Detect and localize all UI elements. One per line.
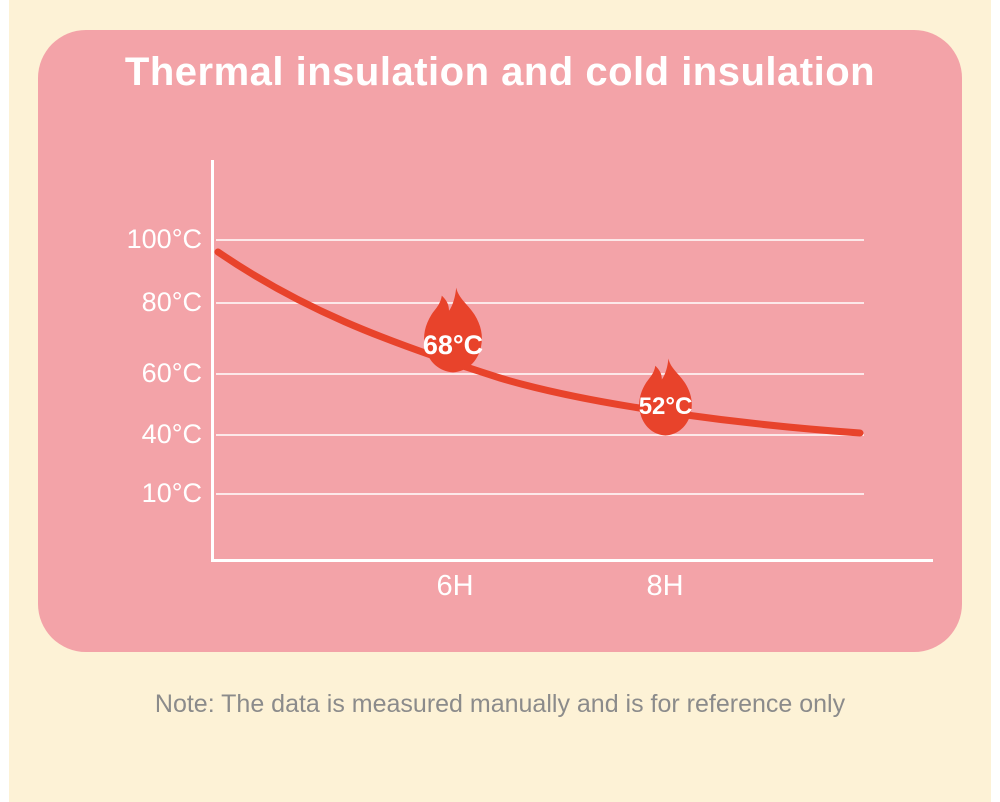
flame-icon [639,358,692,436]
annotation-label: 52°C [638,393,693,420]
gridline-40 [216,434,864,436]
gridline-10 [216,493,864,495]
x-axis-line [211,559,933,562]
flame-icon [424,287,482,373]
note-text: Note: The data is measured manually and … [154,690,846,718]
annotation-8h: 52°C [629,357,702,437]
page-title: Thermal insulation and cold insulation [124,50,876,94]
annotation-6h: 68°C [413,286,493,374]
x-tick-label: 6H [436,570,474,602]
y-tick-label: 80°C [141,287,202,317]
right-margin [991,0,1000,802]
left-margin [0,0,9,802]
y-axis-line [211,160,214,562]
gridline-60 [216,373,864,375]
temperature-curve [214,248,864,437]
y-tick-label: 10°C [141,478,202,508]
x-tick-label: 8H [646,570,684,602]
y-tick-label: 40°C [141,419,202,449]
gridline-80 [216,302,864,304]
gridline-100 [216,239,864,241]
chart-card [38,30,962,652]
y-tick-label: 60°C [141,358,202,388]
y-tick-label: 100°C [126,224,202,254]
annotation-label: 68°C [422,330,484,360]
